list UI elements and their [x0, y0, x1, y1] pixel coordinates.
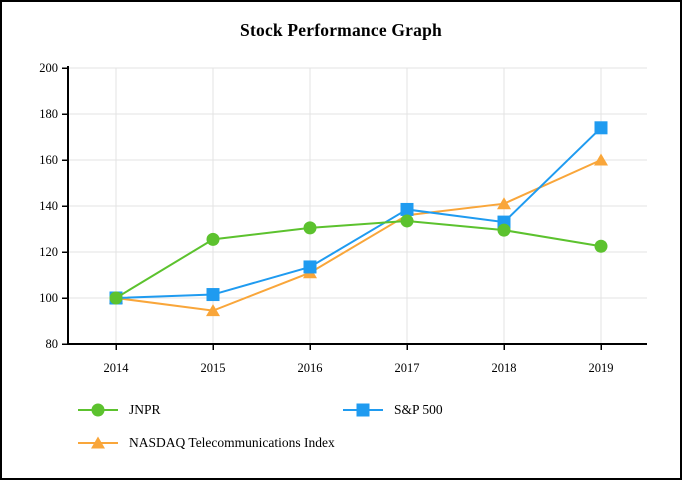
svg-text:180: 180 — [39, 107, 58, 121]
legend-item-jnpr: JNPR — [78, 401, 161, 419]
legend-item-nasdaq: NASDAQ Telecommunications Index — [78, 434, 335, 452]
svg-text:160: 160 — [39, 153, 58, 167]
svg-text:2016: 2016 — [298, 361, 323, 375]
svg-text:200: 200 — [39, 61, 58, 75]
y-axis-tick-labels: 80 100 120 140 160 180 200 — [39, 61, 58, 351]
svg-text:2018: 2018 — [492, 361, 517, 375]
x-axis-tick-labels: 2014 2015 2016 2017 2018 2019 — [104, 361, 614, 375]
svg-text:80: 80 — [46, 337, 59, 351]
series-jnpr — [109, 214, 608, 305]
legend-label-nasdaq: NASDAQ Telecommunications Index — [129, 435, 335, 450]
tick-marks — [62, 67, 602, 350]
legend-item-sp500: S&P 500 — [343, 401, 443, 419]
legend-label-sp500: S&P 500 — [394, 402, 443, 417]
chart-title: Stock Performance Graph — [240, 20, 442, 40]
svg-text:2015: 2015 — [201, 361, 226, 375]
svg-text:140: 140 — [39, 199, 58, 213]
nasdaq-line-marker-icon — [78, 436, 118, 449]
jnpr-line-marker-icon — [78, 403, 118, 417]
legend-label-jnpr: JNPR — [129, 402, 161, 417]
series-s-p-500 — [109, 121, 608, 305]
sp500-line-marker-icon — [343, 403, 383, 417]
svg-text:2017: 2017 — [395, 361, 420, 375]
svg-text:2014: 2014 — [104, 361, 130, 375]
svg-text:2019: 2019 — [589, 361, 614, 375]
svg-text:120: 120 — [39, 245, 58, 259]
svg-text:100: 100 — [39, 291, 58, 305]
